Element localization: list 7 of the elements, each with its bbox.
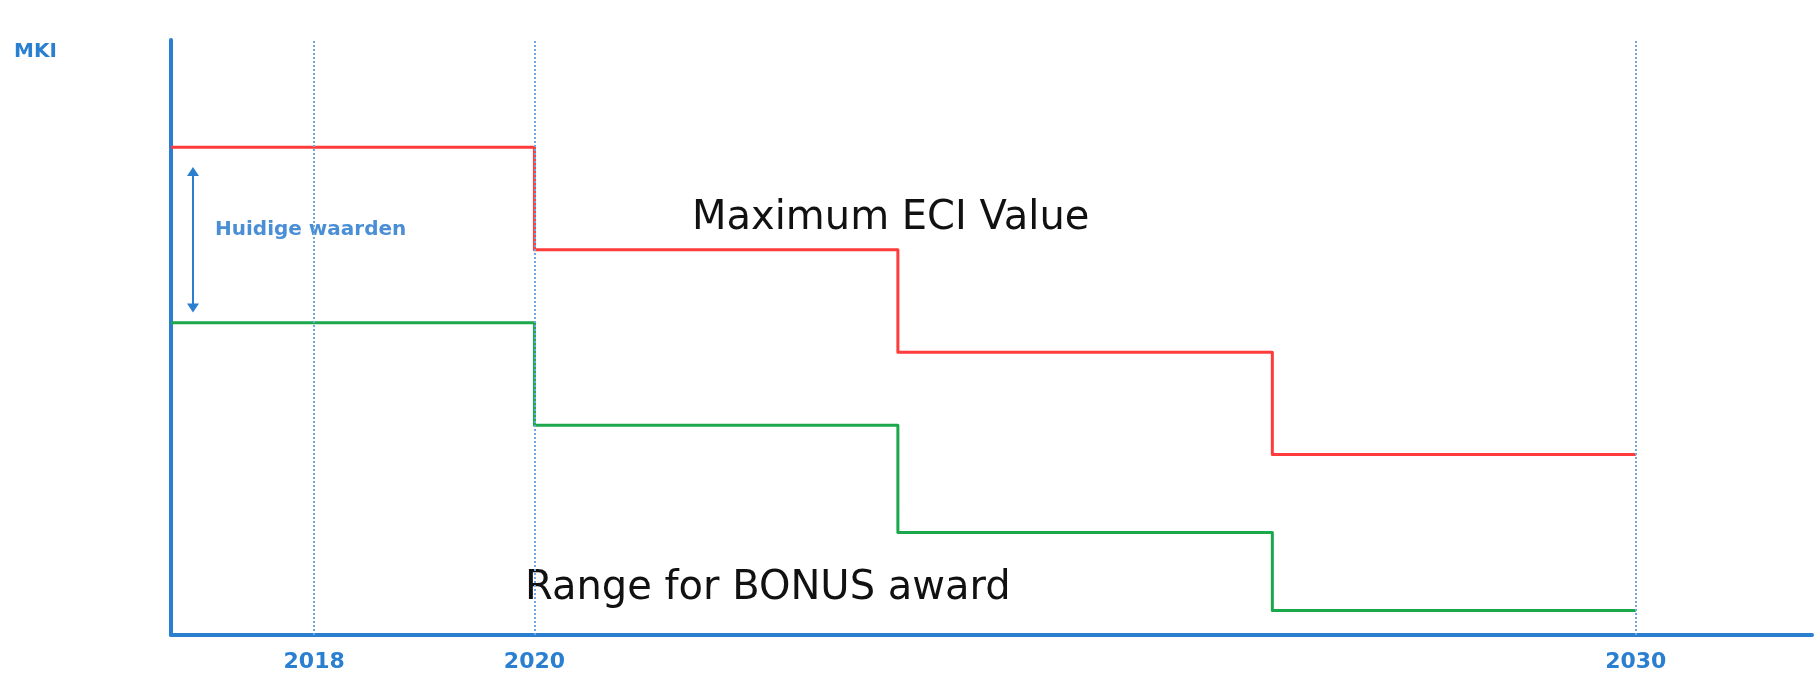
annotation: Maximum ECI Value <box>692 192 1090 238</box>
x-tick-label: 2018 <box>283 647 345 673</box>
annotation: Range for BONUS award <box>525 562 1011 608</box>
text: MKI <box>14 38 57 62</box>
x-tick-label: 2030 <box>1605 647 1667 673</box>
annotation: Huidige waarden <box>215 216 407 240</box>
x-tick-label: 2020 <box>503 647 566 673</box>
